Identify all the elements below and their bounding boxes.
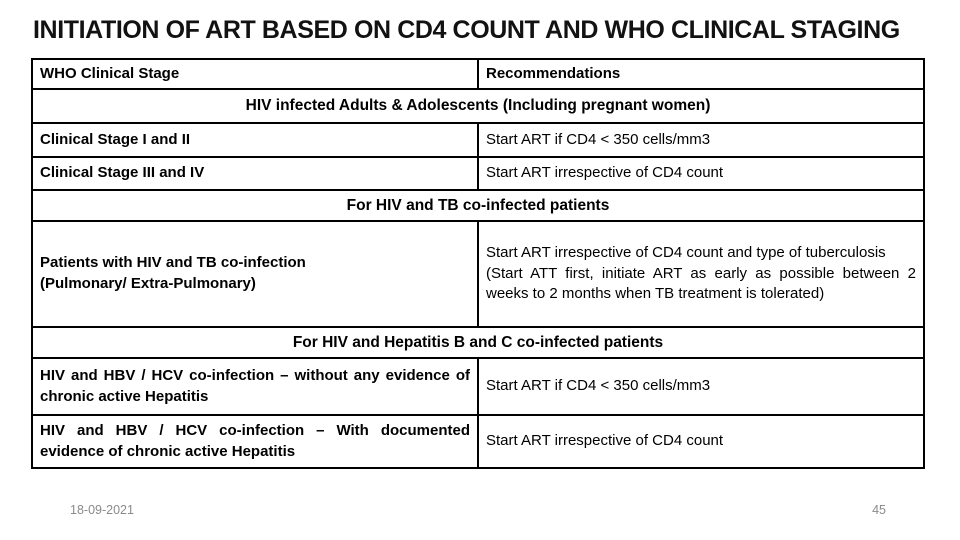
cell-recommendation-stage-3-4: Start ART irrespective of CD4 count xyxy=(477,156,925,191)
art-initiation-table: WHO Clinical Stage Recommendations HIV i… xyxy=(31,58,925,469)
cell-stage-3-4: Clinical Stage III and IV xyxy=(31,156,479,191)
section-heading-adults: HIV infected Adults & Adolescents (Inclu… xyxy=(31,88,925,124)
cell-recommendation-tb-coinfection: Start ART irrespective of CD4 count and … xyxy=(477,220,925,328)
table-row-stage-3-4: Clinical Stage III and IV Start ART irre… xyxy=(31,156,925,191)
section-heading-tb: For HIV and TB co-infected patients xyxy=(31,189,925,222)
cell-recommendation-hbv-hcv-with-evidence: Start ART irrespective of CD4 count xyxy=(477,414,925,469)
slide-title: INITIATION OF ART BASED ON CD4 COUNT AND… xyxy=(33,16,900,44)
cell-hbv-hcv-with-evidence: HIV and HBV / HCV co-infection – With do… xyxy=(31,414,479,469)
table-row-hbv-hcv-with-evidence: HIV and HBV / HCV co-infection – With do… xyxy=(31,414,925,469)
slide-date: 18-09-2021 xyxy=(70,503,134,517)
cell-tb-coinfection-patients: Patients with HIV and TB co-infection (P… xyxy=(31,220,479,328)
cell-hbv-hcv-without-evidence: HIV and HBV / HCV co-infection – without… xyxy=(31,357,479,416)
table-row-hbv-hcv-without-evidence: HIV and HBV / HCV co-infection – without… xyxy=(31,357,925,416)
table-header-row: WHO Clinical Stage Recommendations xyxy=(31,58,925,90)
slide-page-number: 45 xyxy=(872,503,886,517)
column-header-recommendations: Recommendations xyxy=(477,58,925,90)
table-row-tb-coinfection: Patients with HIV and TB co-infection (P… xyxy=(31,220,925,328)
section-heading-row-hepatitis: For HIV and Hepatitis B and C co-infecte… xyxy=(31,326,925,359)
section-heading-row-tb: For HIV and TB co-infected patients xyxy=(31,189,925,222)
cell-recommendation-hbv-hcv-without-evidence: Start ART if CD4 < 350 cells/mm3 xyxy=(477,357,925,416)
section-heading-hepatitis: For HIV and Hepatitis B and C co-infecte… xyxy=(31,326,925,359)
cell-stage-1-2: Clinical Stage I and II xyxy=(31,122,479,158)
column-header-who-clinical-stage: WHO Clinical Stage xyxy=(31,58,479,90)
section-heading-row-adults: HIV infected Adults & Adolescents (Inclu… xyxy=(31,88,925,124)
cell-recommendation-stage-1-2: Start ART if CD4 < 350 cells/mm3 xyxy=(477,122,925,158)
table-row-stage-1-2: Clinical Stage I and II Start ART if CD4… xyxy=(31,122,925,158)
